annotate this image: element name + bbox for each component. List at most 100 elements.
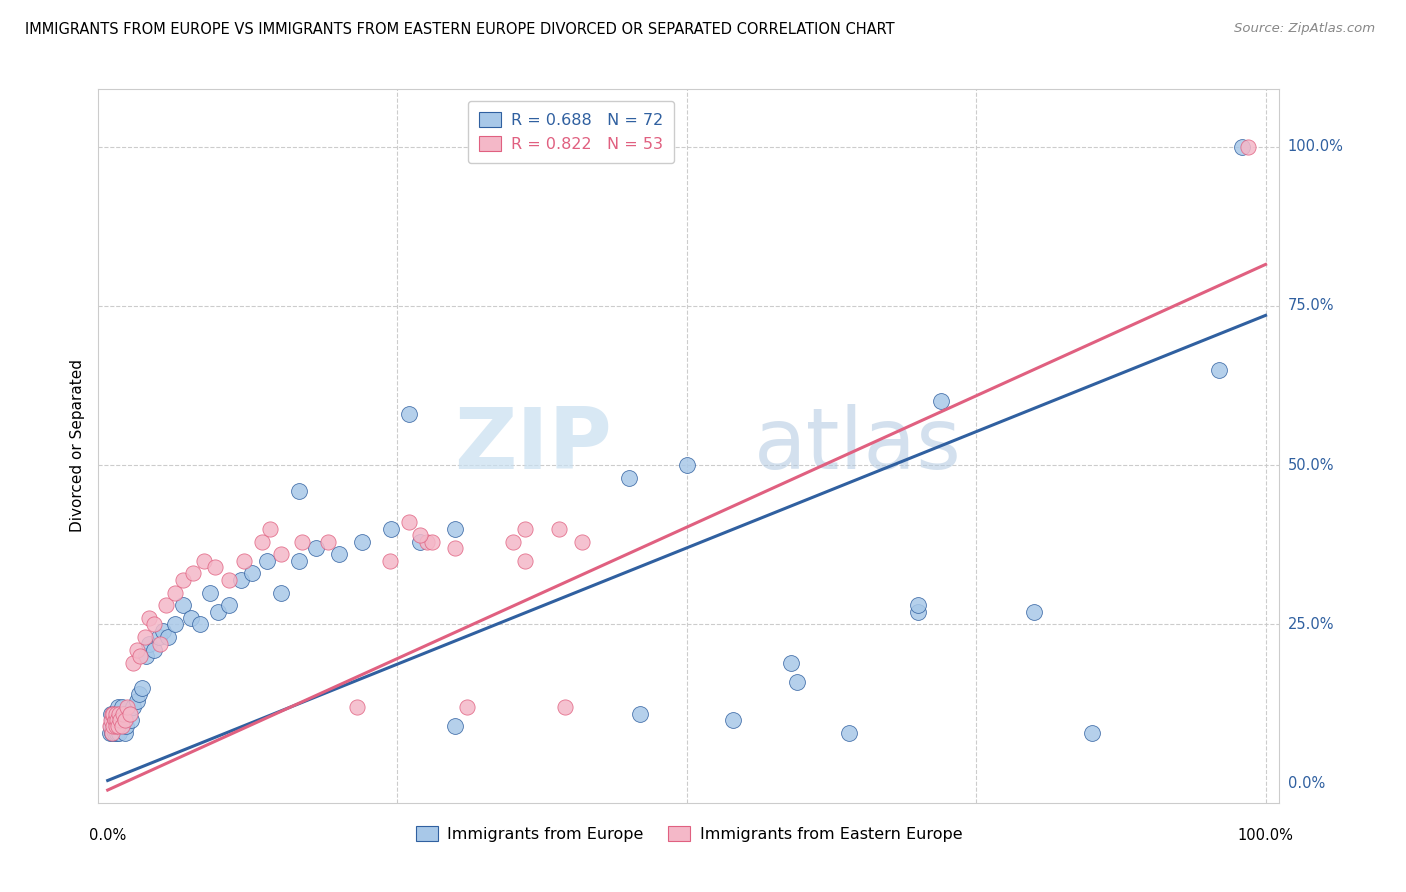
Point bbox=[456, 700, 478, 714]
Point bbox=[513, 522, 536, 536]
Point bbox=[110, 719, 132, 733]
Text: IMMIGRANTS FROM EUROPE VS IMMIGRANTS FROM EASTERN EUROPE DIVORCED OR SEPARATED C: IMMIGRANTS FROM EUROPE VS IMMIGRANTS FRO… bbox=[25, 22, 896, 37]
Point bbox=[148, 630, 170, 644]
Point bbox=[229, 573, 252, 587]
Point bbox=[250, 534, 273, 549]
Point bbox=[101, 706, 124, 721]
Point bbox=[114, 725, 136, 739]
Text: 100.0%: 100.0% bbox=[1288, 139, 1344, 154]
Point bbox=[628, 706, 651, 721]
Point bbox=[163, 585, 186, 599]
Point bbox=[163, 617, 186, 632]
Point bbox=[100, 713, 122, 727]
Point bbox=[114, 713, 136, 727]
Point bbox=[398, 516, 420, 530]
Point bbox=[287, 554, 309, 568]
Point bbox=[786, 674, 808, 689]
Point bbox=[149, 636, 172, 650]
Point bbox=[270, 547, 292, 561]
Point bbox=[1232, 139, 1254, 153]
Point bbox=[135, 649, 157, 664]
Point bbox=[352, 534, 374, 549]
Point bbox=[104, 725, 127, 739]
Point bbox=[1237, 139, 1260, 153]
Point bbox=[128, 688, 150, 702]
Point bbox=[104, 706, 127, 721]
Point bbox=[105, 713, 128, 727]
Point bbox=[291, 534, 314, 549]
Point bbox=[110, 700, 132, 714]
Point bbox=[1208, 362, 1230, 376]
Point bbox=[155, 599, 177, 613]
Point bbox=[108, 706, 131, 721]
Point bbox=[114, 713, 136, 727]
Point bbox=[907, 605, 929, 619]
Text: Source: ZipAtlas.com: Source: ZipAtlas.com bbox=[1234, 22, 1375, 36]
Point bbox=[380, 522, 402, 536]
Point bbox=[117, 706, 139, 721]
Point bbox=[444, 719, 467, 733]
Text: 0.0%: 0.0% bbox=[89, 828, 127, 843]
Point bbox=[122, 700, 145, 714]
Point bbox=[100, 719, 122, 733]
Point bbox=[548, 522, 571, 536]
Point bbox=[218, 573, 240, 587]
Point bbox=[207, 605, 229, 619]
Point bbox=[103, 719, 125, 733]
Point bbox=[907, 599, 929, 613]
Point bbox=[115, 719, 138, 733]
Point bbox=[328, 547, 350, 561]
Point bbox=[305, 541, 328, 555]
Point bbox=[156, 630, 179, 644]
Point bbox=[420, 534, 443, 549]
Point bbox=[218, 599, 240, 613]
Point bbox=[117, 700, 139, 714]
Point bbox=[122, 656, 145, 670]
Point bbox=[125, 694, 148, 708]
Point bbox=[188, 617, 211, 632]
Point bbox=[617, 471, 640, 485]
Point bbox=[103, 706, 125, 721]
Point bbox=[105, 713, 128, 727]
Point bbox=[380, 554, 402, 568]
Point bbox=[105, 725, 128, 739]
Text: 25.0%: 25.0% bbox=[1288, 617, 1334, 632]
Point bbox=[138, 611, 160, 625]
Point bbox=[104, 706, 127, 721]
Point bbox=[101, 725, 124, 739]
Point bbox=[270, 585, 292, 599]
Point bbox=[98, 719, 121, 733]
Point bbox=[444, 522, 467, 536]
Point bbox=[316, 534, 339, 549]
Point bbox=[675, 458, 697, 472]
Point bbox=[779, 656, 801, 670]
Point bbox=[1022, 605, 1045, 619]
Point bbox=[398, 407, 420, 421]
Point bbox=[143, 643, 166, 657]
Point bbox=[721, 713, 744, 727]
Point bbox=[198, 585, 221, 599]
Text: 0.0%: 0.0% bbox=[1288, 776, 1324, 791]
Point bbox=[931, 394, 953, 409]
Point bbox=[138, 636, 160, 650]
Point bbox=[346, 700, 368, 714]
Point bbox=[103, 706, 125, 721]
Point bbox=[101, 725, 124, 739]
Point bbox=[111, 706, 134, 721]
Point bbox=[409, 528, 432, 542]
Point bbox=[152, 624, 174, 638]
Point bbox=[111, 713, 134, 727]
Point bbox=[107, 719, 129, 733]
Point bbox=[110, 713, 132, 727]
Point bbox=[104, 713, 127, 727]
Point bbox=[104, 719, 127, 733]
Y-axis label: Divorced or Separated: Divorced or Separated bbox=[69, 359, 84, 533]
Point bbox=[108, 706, 131, 721]
Point bbox=[108, 725, 131, 739]
Point bbox=[193, 554, 215, 568]
Point bbox=[172, 599, 194, 613]
Point bbox=[134, 630, 156, 644]
Point bbox=[104, 719, 127, 733]
Point bbox=[204, 560, 226, 574]
Text: ZIP: ZIP bbox=[454, 404, 612, 488]
